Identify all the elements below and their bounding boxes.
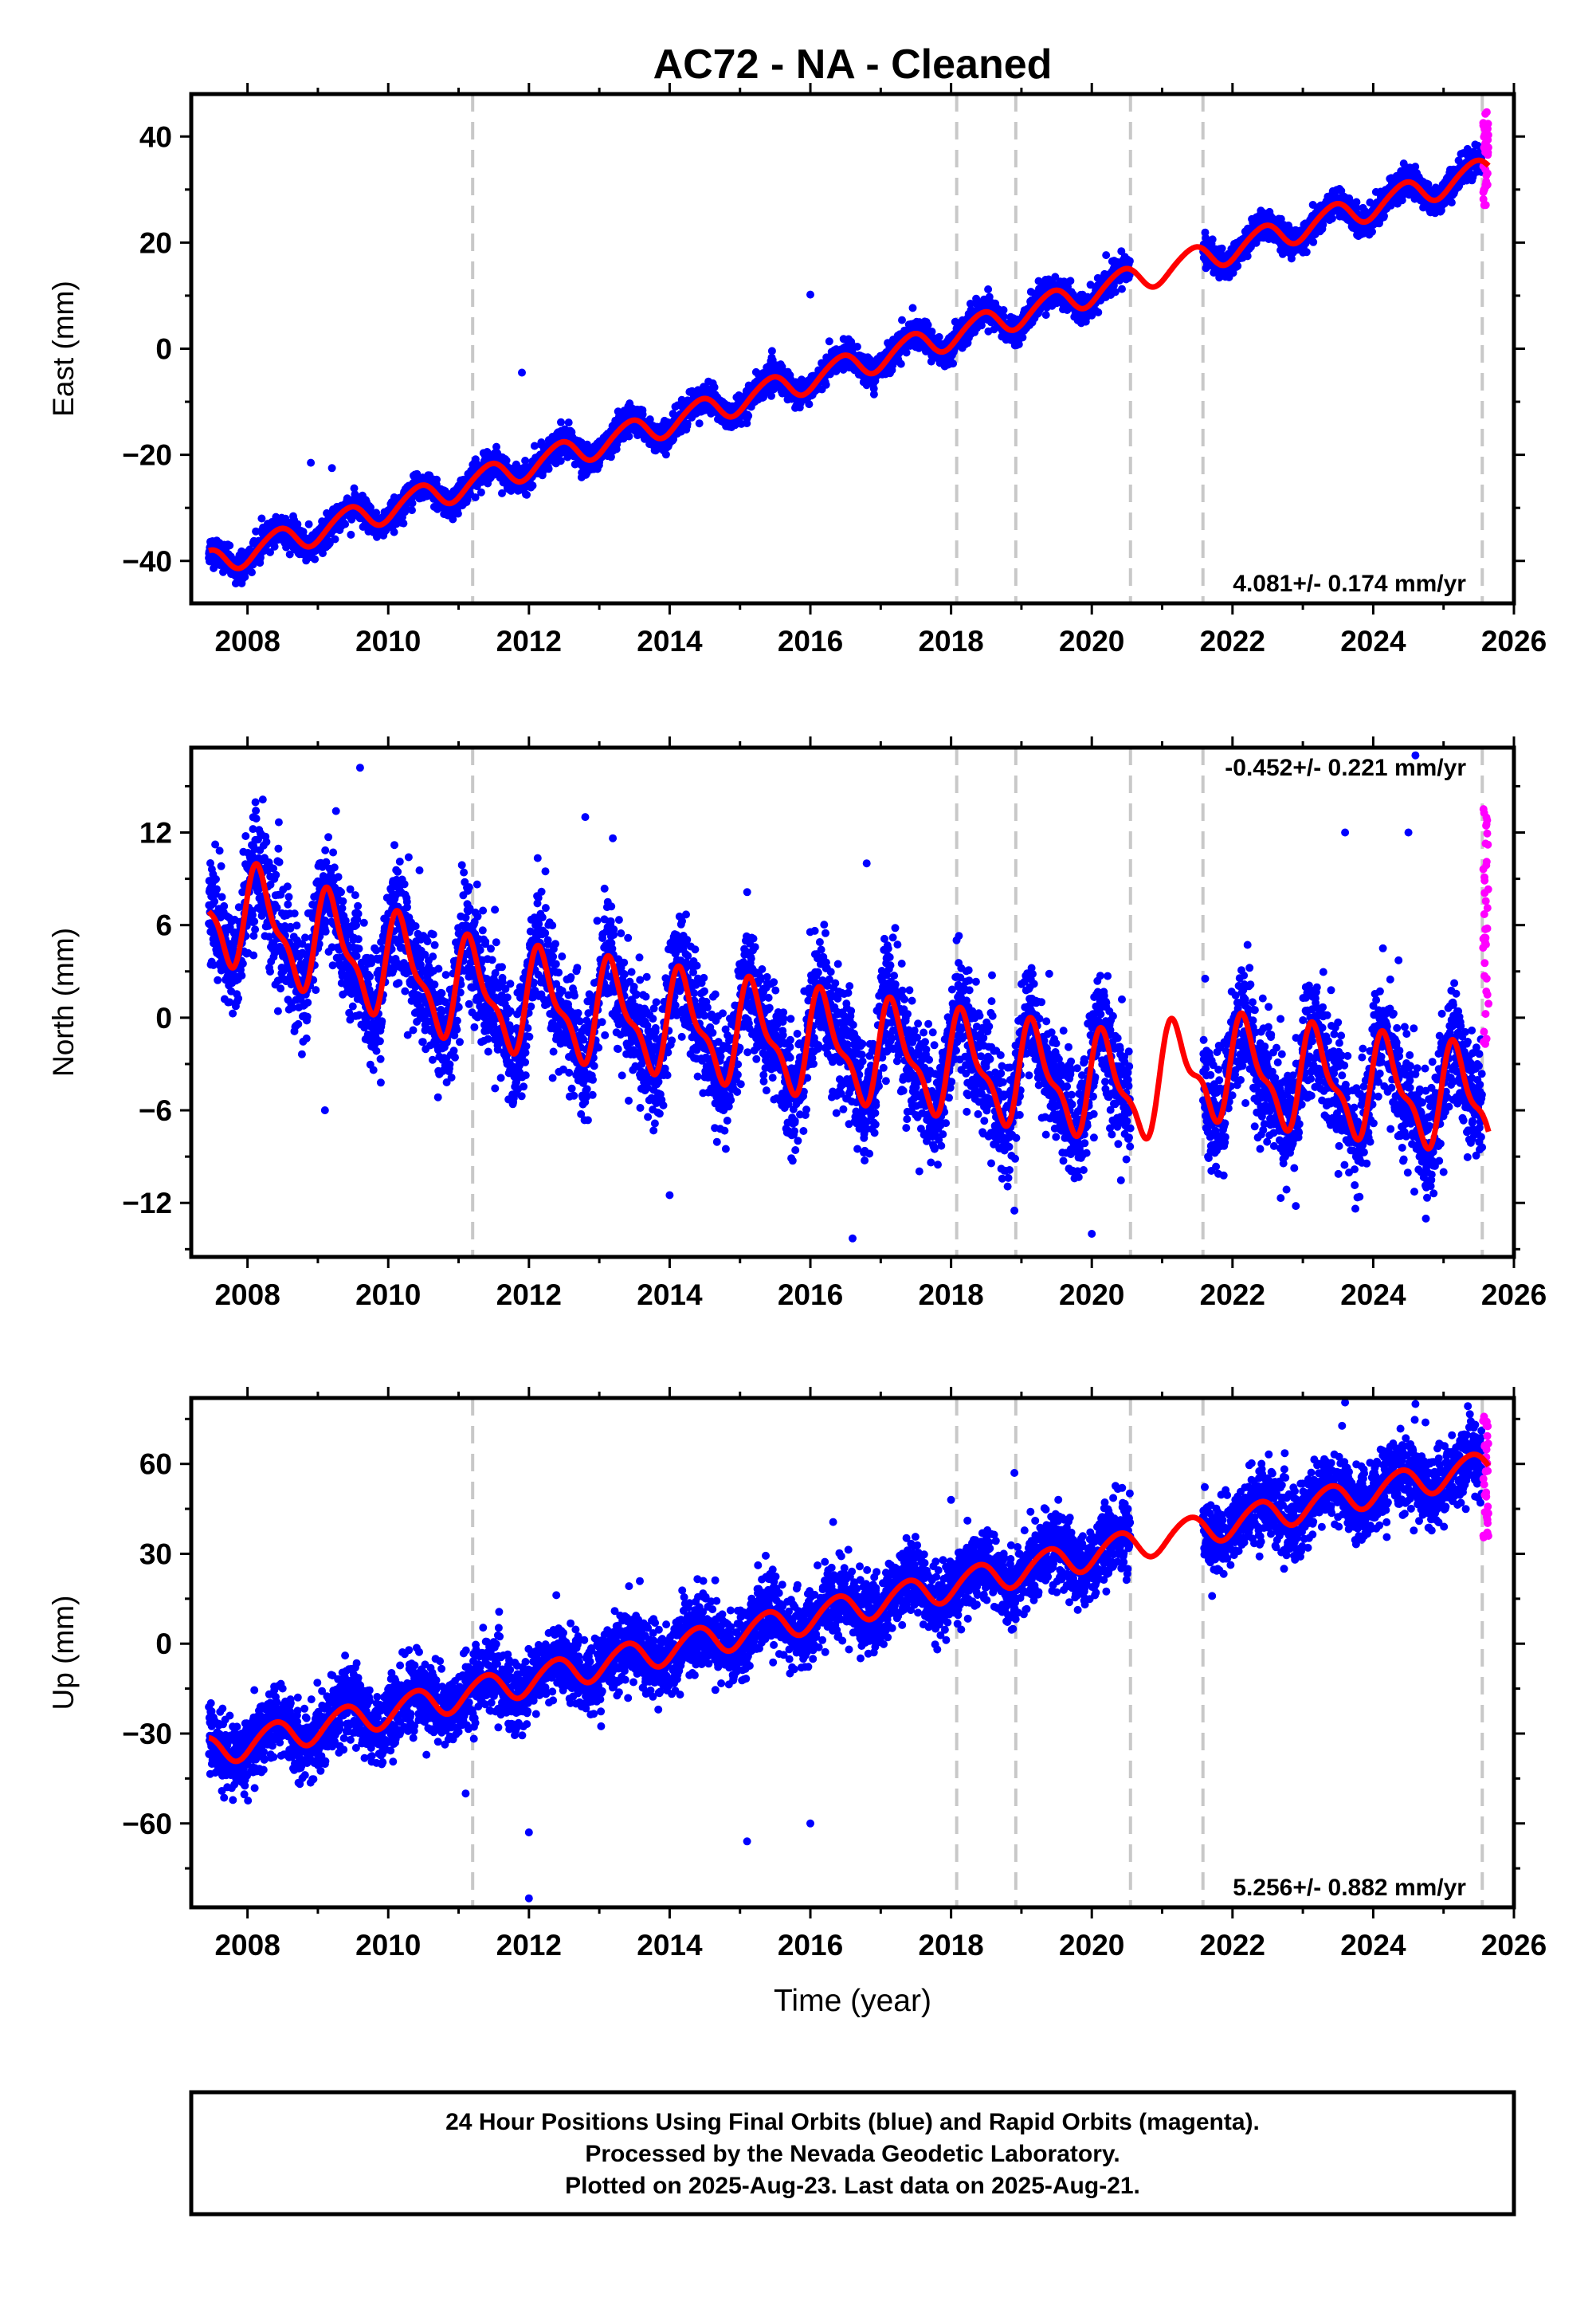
final-orbit-points bbox=[205, 140, 1487, 588]
x-tick-label-2012: 2012 bbox=[496, 625, 562, 658]
velocity-label: 5.256+/- 0.882 mm/yr bbox=[1233, 1875, 1466, 1901]
x-tick-label-2022: 2022 bbox=[1200, 1929, 1265, 1962]
rapid-orbit-series bbox=[1479, 805, 1493, 1048]
y-tick-label: 20 bbox=[139, 226, 172, 259]
x-tick-label-2024: 2024 bbox=[1340, 625, 1406, 658]
x-tick-label-2018: 2018 bbox=[918, 1278, 983, 1311]
x-tick-label-2026: 2026 bbox=[1481, 1929, 1547, 1962]
y-tick-label: 0 bbox=[155, 333, 172, 366]
x-tick-label-2022: 2022 bbox=[1200, 1278, 1265, 1311]
x-tick-label-2024: 2024 bbox=[1340, 1278, 1406, 1311]
model-curve bbox=[206, 157, 1491, 571]
x-tick-label-2012: 2012 bbox=[496, 1929, 562, 1962]
x-tick-label-2020: 2020 bbox=[1059, 625, 1124, 658]
panel-east: 2008 2010 2012 2014 2016 2018 2020 2022 2024 2026… bbox=[47, 83, 1547, 658]
final-orbit-series bbox=[205, 751, 1487, 1243]
x-tick-label-2008: 2008 bbox=[214, 1278, 280, 1311]
x-tick-label-2026: 2026 bbox=[1481, 1278, 1547, 1311]
plot-frame bbox=[189, 745, 1516, 1259]
x-tick-label-2008: 2008 bbox=[214, 1929, 280, 1962]
x-tick-label-2010: 2010 bbox=[355, 1278, 421, 1311]
x-tick-label-2022: 2022 bbox=[1200, 625, 1265, 658]
x-tick-label-2020: 2020 bbox=[1059, 1929, 1124, 1962]
y-tick-label: −20 bbox=[122, 439, 172, 472]
footer-line-3: Plotted on 2025-Aug-23. Last data on 202… bbox=[565, 2173, 1140, 2199]
y-tick-label: 12 bbox=[139, 817, 172, 850]
x-tick-label-2014: 2014 bbox=[637, 1929, 703, 1962]
x-tick-label-2020: 2020 bbox=[1059, 1278, 1124, 1311]
velocity-label: 4.081+/- 0.174 mm/yr bbox=[1233, 571, 1466, 597]
y-tick-label: −60 bbox=[122, 1808, 172, 1840]
y-axis-label: East (mm) bbox=[47, 281, 80, 417]
rapid-orbit-series bbox=[1479, 108, 1492, 210]
x-tick-label-2016: 2016 bbox=[778, 625, 843, 658]
footer-line-1: 24 Hour Positions Using Final Orbits (bl… bbox=[445, 2109, 1260, 2135]
y-tick-label: −12 bbox=[122, 1187, 172, 1219]
y-tick-label: 60 bbox=[139, 1448, 172, 1481]
x-tick-label-2010: 2010 bbox=[355, 625, 421, 658]
final-orbit-series bbox=[205, 140, 1487, 588]
y-axis-label: North (mm) bbox=[47, 928, 80, 1077]
x-tick-label-2024: 2024 bbox=[1340, 1929, 1406, 1962]
y-tick-label: 6 bbox=[155, 909, 172, 942]
panel-up: 2008 2010 2012 2014 2016 2018 2020 2022 2024 2026… bbox=[47, 1387, 1547, 2018]
x-tick-label-2016: 2016 bbox=[778, 1929, 843, 1962]
y-tick-label: −6 bbox=[139, 1094, 172, 1127]
x-tick-label-2018: 2018 bbox=[918, 625, 983, 658]
final-orbit-series bbox=[205, 1398, 1486, 1903]
y-tick-label: −40 bbox=[122, 545, 172, 578]
plot-frame bbox=[189, 1396, 1516, 1910]
final-orbit-points bbox=[205, 1398, 1486, 1903]
x-tick-label-2018: 2018 bbox=[918, 1929, 983, 1962]
x-tick-label-2014: 2014 bbox=[637, 1278, 703, 1311]
x-tick-label-2016: 2016 bbox=[778, 1278, 843, 1311]
x-axis-label: Time (year) bbox=[774, 1984, 931, 2018]
x-tick-label-2014: 2014 bbox=[637, 625, 703, 658]
y-tick-label: 30 bbox=[139, 1537, 172, 1570]
y-tick-label: 0 bbox=[155, 1002, 172, 1035]
footer-frame bbox=[189, 2090, 1516, 2217]
figure-title: AC72 - NA - Cleaned bbox=[653, 41, 1053, 88]
footer-box: 24 Hour Positions Using Final Orbits (bl… bbox=[189, 2090, 1516, 2217]
x-tick-label-2012: 2012 bbox=[496, 1278, 562, 1311]
rapid-orbit-series bbox=[1479, 1412, 1492, 1541]
y-tick-label: −30 bbox=[122, 1718, 172, 1750]
y-tick-label: 0 bbox=[155, 1628, 172, 1660]
x-tick-label-2008: 2008 bbox=[214, 625, 280, 658]
final-orbit-points bbox=[205, 751, 1487, 1243]
velocity-label: -0.452+/- 0.221 mm/yr bbox=[1225, 755, 1466, 781]
model-curve bbox=[206, 1451, 1491, 1765]
x-tick-label-2026: 2026 bbox=[1481, 625, 1547, 658]
model-curve bbox=[206, 861, 1492, 1152]
y-axis-label: Up (mm) bbox=[47, 1596, 80, 1710]
x-tick-label-2010: 2010 bbox=[355, 1929, 421, 1962]
footer-line-2: Processed by the Nevada Geodetic Laborat… bbox=[585, 2141, 1120, 2167]
y-tick-label: 40 bbox=[139, 120, 172, 153]
panel-north: 2008 2010 2012 2014 2016 2018 2020 2022 2024 2026… bbox=[47, 736, 1547, 1311]
